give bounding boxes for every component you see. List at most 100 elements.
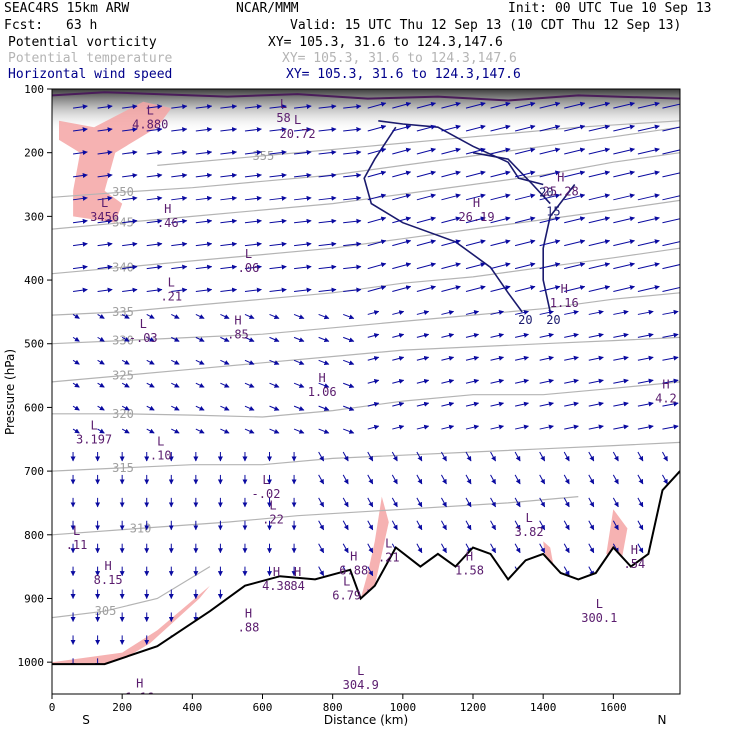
wind-vector-arrow bbox=[612, 474, 619, 485]
wind-vector-arrow bbox=[441, 262, 461, 270]
theta-contour bbox=[52, 199, 680, 275]
wind-vector-arrow bbox=[588, 285, 611, 293]
wind-vector-arrow bbox=[293, 359, 305, 365]
wind-vector-arrow bbox=[195, 264, 213, 270]
wind-vector-arrow bbox=[392, 333, 405, 338]
wind-vector-arrow bbox=[72, 218, 88, 224]
wind-vector-arrow bbox=[220, 241, 238, 247]
wind-vector-arrow bbox=[637, 543, 644, 554]
wind-vector-arrow bbox=[269, 405, 280, 411]
wind-vector-arrow bbox=[318, 543, 325, 554]
wind-vector-arrow bbox=[465, 124, 486, 132]
extremum-value: .47 bbox=[118, 716, 140, 730]
wind-vector-arrow bbox=[318, 264, 337, 270]
theta-contour bbox=[52, 566, 211, 619]
init-time: Init: 00 UTC Tue 10 Sep 13 bbox=[508, 1, 712, 16]
wind-vector-arrow bbox=[342, 520, 349, 531]
wind-vector-arrow bbox=[146, 359, 155, 365]
model-name: SEAC4RS 15km ARW bbox=[4, 1, 130, 16]
wind-vector-arrow bbox=[588, 424, 604, 430]
extremum-value: .88 bbox=[238, 621, 260, 635]
wind-vector-arrow bbox=[72, 195, 88, 201]
wind-vector-arrow bbox=[490, 474, 496, 485]
wind-vector-arrow bbox=[564, 355, 579, 361]
wind-vector-arrow bbox=[97, 127, 113, 133]
wind-vector-arrow bbox=[343, 218, 362, 224]
wind-vector-arrow bbox=[72, 336, 80, 342]
wind-vector-arrow bbox=[465, 310, 480, 315]
wind-vector-arrow bbox=[564, 216, 586, 224]
wind-vector-arrow bbox=[539, 124, 561, 132]
wind-vector-arrow bbox=[293, 405, 305, 411]
wind-vector-arrow bbox=[97, 218, 113, 224]
wind-vector-arrow bbox=[613, 309, 629, 315]
wind-vector-arrow bbox=[220, 150, 238, 155]
wind-vector-arrow bbox=[244, 195, 262, 201]
fcst-label: Fcst: bbox=[4, 18, 44, 33]
wind-vector-arrow bbox=[490, 401, 505, 407]
extremum-marker: L bbox=[269, 498, 276, 512]
wind-vector-arrow bbox=[539, 520, 546, 531]
wind-vector-arrow bbox=[146, 104, 163, 110]
wind-vector-arrow bbox=[465, 451, 472, 462]
extremum-marker: L bbox=[526, 511, 533, 525]
wind-vector-arrow bbox=[416, 239, 437, 247]
wind-vector-arrow bbox=[122, 150, 138, 156]
wind-vector-arrow bbox=[465, 474, 472, 485]
wind-vector-arrow bbox=[588, 451, 595, 462]
wind-vector-arrow bbox=[637, 170, 660, 178]
extremum-value: 4.38 bbox=[262, 579, 291, 593]
wind-vector-arrow bbox=[637, 378, 654, 384]
wind-vector-arrow bbox=[72, 313, 80, 319]
wind-vector-arrow bbox=[146, 336, 155, 342]
wind-vector-arrow bbox=[367, 147, 387, 155]
wind-vector-arrow bbox=[318, 241, 337, 247]
wind-vector-arrow bbox=[662, 124, 680, 132]
wind-vector-arrow bbox=[416, 378, 430, 384]
wind-vector-arrow bbox=[220, 172, 238, 178]
extremum-marker: L bbox=[596, 597, 603, 611]
wind-vector-arrow bbox=[97, 336, 105, 342]
wind-vector-arrow bbox=[318, 451, 325, 462]
wind-vector-arrow bbox=[171, 287, 188, 293]
wind-vector-arrow bbox=[539, 101, 561, 109]
extremum-value: .11 bbox=[66, 538, 88, 552]
theta-contour-label: 335 bbox=[112, 305, 134, 319]
wind-vector-arrow bbox=[588, 147, 611, 155]
wind-vector-arrow bbox=[613, 193, 635, 201]
wind-vector-arrow bbox=[539, 451, 546, 462]
wind-vector-arrow bbox=[514, 355, 529, 361]
wind-vector-arrow bbox=[392, 147, 412, 155]
wind-vector-arrow bbox=[490, 378, 505, 384]
wind-vector-arrow bbox=[392, 101, 412, 109]
extremum-marker: H bbox=[350, 549, 357, 563]
wind-vector-arrow bbox=[490, 310, 505, 315]
x-axis-title: Distance (km) bbox=[324, 713, 408, 727]
wind-vector-arrow bbox=[392, 170, 412, 178]
wind-vector-arrow bbox=[343, 149, 362, 155]
wind-vector-arrow bbox=[662, 239, 680, 247]
wind-vector-arrow bbox=[392, 310, 405, 316]
wind-vector-arrow bbox=[367, 451, 374, 462]
wind-vector-arrow bbox=[564, 378, 579, 384]
y-tick-label: 900 bbox=[24, 592, 44, 605]
wind-vector-arrow bbox=[514, 147, 536, 155]
wind-vector-arrow bbox=[514, 101, 536, 109]
wind-vector-arrow bbox=[662, 332, 679, 338]
wind-vector-arrow bbox=[343, 104, 362, 110]
wind-vector-arrow bbox=[195, 218, 213, 224]
wind-vector-arrow bbox=[171, 264, 188, 270]
wind-vector-arrow bbox=[612, 520, 619, 531]
wind-vector-arrow bbox=[662, 378, 679, 384]
wind-vector-arrow bbox=[539, 378, 554, 384]
x-tick-label: 0 bbox=[49, 701, 56, 714]
extremum-value: .10 bbox=[150, 449, 172, 463]
x-tick-label: 400 bbox=[182, 701, 202, 714]
wind-vector-arrow bbox=[195, 150, 213, 156]
extremum-marker: L bbox=[140, 317, 147, 331]
wind-vector-arrow bbox=[121, 428, 130, 434]
extremum-value: 3456 bbox=[90, 210, 119, 224]
wind-vector-arrow bbox=[441, 378, 455, 384]
extremum-value: .21 bbox=[378, 551, 400, 565]
x-tick-label: 1200 bbox=[460, 701, 487, 714]
